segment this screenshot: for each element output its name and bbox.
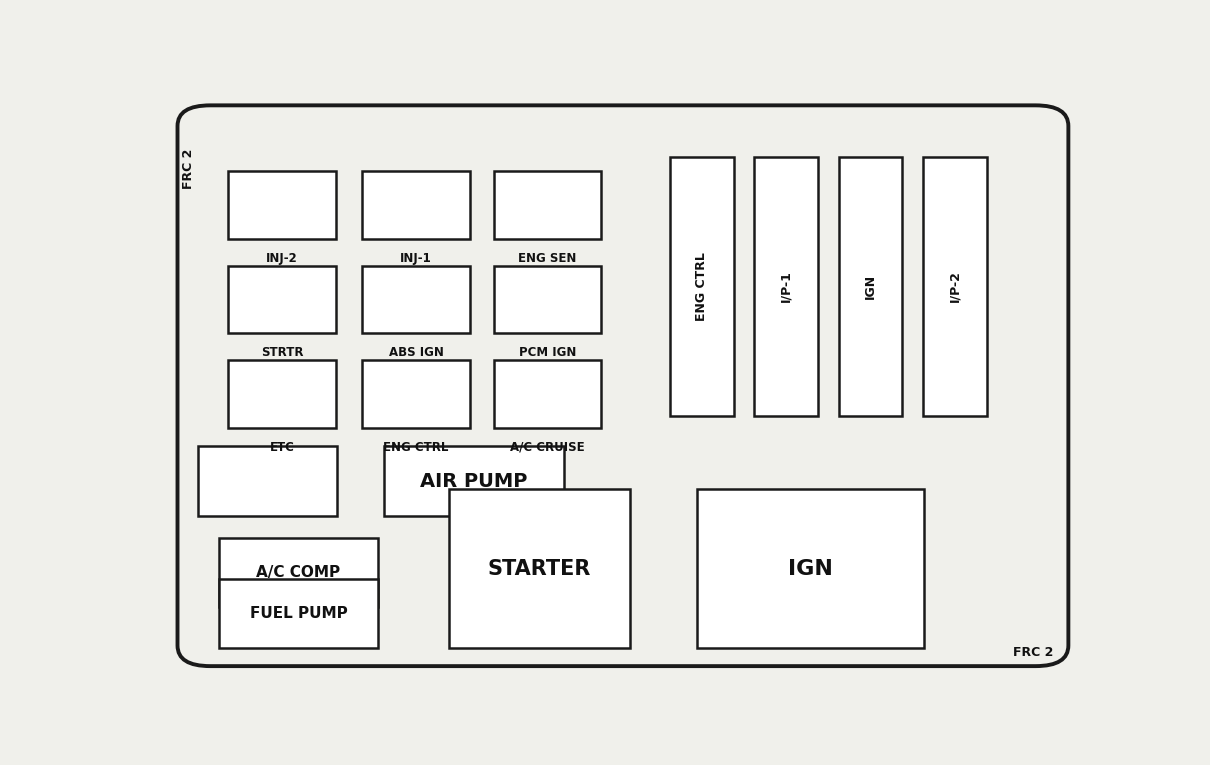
- FancyBboxPatch shape: [362, 171, 469, 239]
- Text: ENG CTRL: ENG CTRL: [384, 441, 449, 454]
- FancyBboxPatch shape: [198, 447, 336, 516]
- Text: FRC 2: FRC 2: [183, 148, 195, 188]
- Text: FRC 2: FRC 2: [1013, 646, 1053, 659]
- FancyBboxPatch shape: [229, 171, 336, 239]
- FancyBboxPatch shape: [229, 360, 336, 428]
- FancyBboxPatch shape: [494, 360, 601, 428]
- FancyBboxPatch shape: [449, 490, 629, 649]
- FancyBboxPatch shape: [754, 157, 818, 416]
- FancyBboxPatch shape: [697, 490, 924, 649]
- Text: IGN: IGN: [864, 274, 877, 299]
- FancyBboxPatch shape: [178, 106, 1068, 666]
- FancyBboxPatch shape: [494, 171, 601, 239]
- Text: STRTR: STRTR: [261, 347, 304, 360]
- FancyBboxPatch shape: [219, 579, 379, 649]
- Text: FUEL PUMP: FUEL PUMP: [249, 606, 347, 621]
- Text: INJ-2: INJ-2: [266, 252, 298, 265]
- FancyBboxPatch shape: [839, 157, 903, 416]
- FancyBboxPatch shape: [362, 360, 469, 428]
- Text: AIR PUMP: AIR PUMP: [420, 472, 528, 490]
- Text: PCM IGN: PCM IGN: [519, 347, 576, 360]
- FancyBboxPatch shape: [670, 157, 733, 416]
- FancyBboxPatch shape: [219, 538, 379, 607]
- Text: ABS IGN: ABS IGN: [388, 347, 444, 360]
- FancyBboxPatch shape: [923, 157, 987, 416]
- Text: INJ-1: INJ-1: [401, 252, 432, 265]
- Text: ETC: ETC: [270, 441, 294, 454]
- Text: IGN: IGN: [788, 559, 832, 579]
- Text: STARTER: STARTER: [488, 559, 592, 579]
- Text: A/C COMP: A/C COMP: [257, 565, 340, 580]
- Text: I/P-2: I/P-2: [949, 270, 962, 302]
- FancyBboxPatch shape: [229, 265, 336, 334]
- FancyBboxPatch shape: [362, 265, 469, 334]
- Text: ENG CTRL: ENG CTRL: [696, 252, 708, 321]
- Text: I/P-1: I/P-1: [779, 270, 793, 302]
- FancyBboxPatch shape: [384, 447, 564, 516]
- FancyBboxPatch shape: [494, 265, 601, 334]
- Text: A/C CRUISE: A/C CRUISE: [511, 441, 584, 454]
- Text: ENG SEN: ENG SEN: [518, 252, 577, 265]
